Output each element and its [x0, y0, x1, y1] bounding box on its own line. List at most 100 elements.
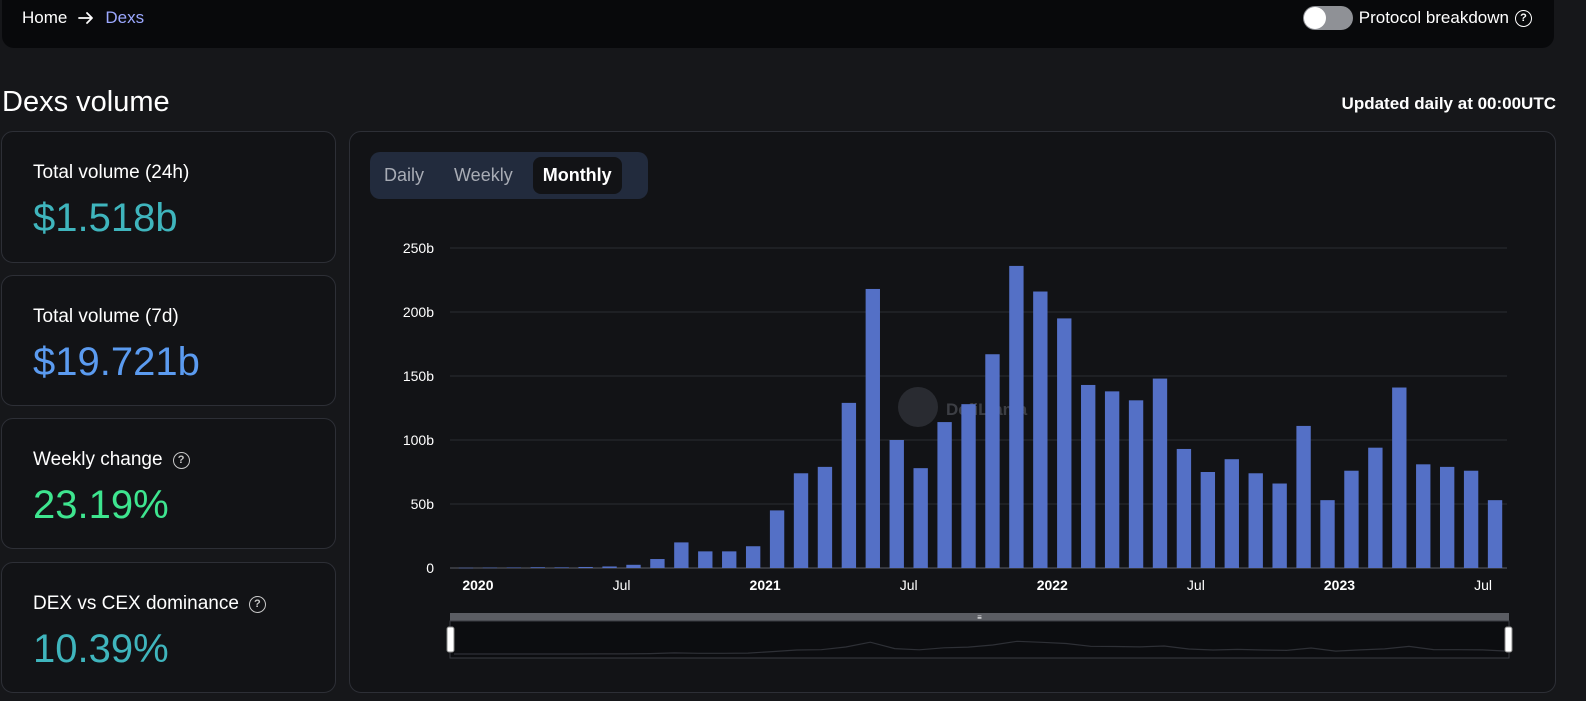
bar-2021-08[interactable] [937, 422, 952, 568]
bar-2019-12[interactable] [458, 567, 474, 569]
tab-daily[interactable]: Daily [384, 165, 425, 185]
bar-2021-05[interactable] [865, 288, 880, 568]
bar-2020-12[interactable] [745, 546, 761, 568]
y-tick-label: 250b [403, 240, 434, 256]
x-tick-label: Jul [1474, 577, 1492, 593]
bar-2023-05[interactable] [1439, 466, 1455, 568]
bar-2022-02[interactable] [1081, 384, 1096, 568]
bar-2023-03[interactable] [1392, 387, 1407, 568]
top-bar: Home Dexs Protocol breakdown ? [2, 0, 1554, 48]
bar-2021-07[interactable] [913, 468, 928, 568]
bar-2022-08[interactable] [1224, 459, 1239, 568]
interval-tabs: Daily Weekly Monthly [370, 152, 648, 199]
zoom-grip-icon[interactable]: ≡ [977, 613, 982, 622]
stat-card-volume-7d: Total volume (7d) $19.721b [1, 275, 336, 406]
chart-bars [458, 265, 1503, 569]
bar-2022-01[interactable] [1057, 318, 1072, 568]
stat-value: $19.721b [33, 340, 200, 384]
stat-card-dex-cex-dominance: DEX vs CEX dominance ? 10.39% [1, 562, 336, 693]
arrow-right-icon [78, 11, 94, 25]
bar-2023-02[interactable] [1368, 447, 1383, 568]
bar-2022-10[interactable] [1272, 483, 1287, 568]
stat-label-row: Weekly change ? [33, 449, 190, 471]
bar-2020-09[interactable] [674, 542, 689, 568]
bar-2022-05[interactable] [1152, 378, 1168, 568]
stat-label: DEX vs CEX dominance [33, 593, 239, 614]
protocol-breakdown-toggle[interactable] [1302, 6, 1353, 30]
zoom-preview-area[interactable] [449, 620, 1510, 659]
x-axis: 2020 Jul 2021 Jul 2022 Jul 2023 Jul [462, 577, 1492, 593]
zoom-slider-track[interactable] [450, 613, 1509, 621]
bar-2022-09[interactable] [1248, 473, 1263, 568]
bar-2021-10[interactable] [985, 354, 1000, 568]
y-tick-label: 0 [426, 560, 434, 576]
bar-2020-11[interactable] [722, 551, 737, 568]
breadcrumb-current[interactable]: Dexs [105, 8, 145, 27]
bar-2020-03[interactable] [530, 567, 545, 568]
bar-2020-08[interactable] [650, 559, 665, 568]
protocol-breakdown-control: Protocol breakdown ? [1302, 6, 1532, 30]
bar-2023-07[interactable] [1487, 500, 1503, 568]
x-tick-label: 2021 [750, 577, 781, 593]
bar-2022-12[interactable] [1320, 500, 1335, 568]
bar-2021-01[interactable] [769, 510, 785, 568]
zoom-handle-left[interactable] [446, 626, 455, 653]
help-icon[interactable]: ? [1515, 9, 1532, 27]
bar-2021-09[interactable] [961, 404, 976, 568]
stat-value: 10.39% [33, 627, 169, 671]
bar-2020-04[interactable] [554, 567, 569, 568]
tab-monthly[interactable]: Monthly [532, 157, 622, 194]
x-tick-label: 2023 [1324, 577, 1355, 593]
zoom-handle-right[interactable] [1504, 626, 1513, 653]
y-tick-label: 50b [411, 496, 435, 512]
x-tick-label: 2022 [1037, 577, 1068, 593]
tab-weekly[interactable]: Weekly [454, 165, 513, 185]
y-tick-label: 150b [403, 368, 434, 384]
toggle-knob [1303, 7, 1326, 29]
help-icon[interactable]: ? [172, 451, 190, 469]
stat-card-weekly-change: Weekly change ? 23.19% [1, 418, 336, 549]
breadcrumb-home-link[interactable]: Home [22, 8, 68, 27]
stat-label: Weekly change [33, 449, 163, 470]
bar-2021-04[interactable] [841, 402, 857, 568]
zoom-slider[interactable]: ≡ [446, 613, 1513, 659]
y-tick-label: 200b [403, 304, 434, 320]
x-tick-label: 2020 [462, 577, 493, 593]
bar-2023-04[interactable] [1416, 464, 1431, 568]
bar-2020-01[interactable] [482, 567, 498, 569]
y-tick-label: 100b [403, 432, 434, 448]
stat-label-row: DEX vs CEX dominance ? [33, 593, 266, 615]
bar-2020-06[interactable] [602, 566, 617, 568]
bar-2022-04[interactable] [1128, 400, 1144, 568]
bar-2021-02[interactable] [793, 473, 809, 568]
bar-2021-11[interactable] [1009, 265, 1024, 568]
bar-2022-06[interactable] [1176, 448, 1192, 568]
y-axis: 0 50b 100b 150b 200b 250b [403, 240, 434, 576]
bar-2022-03[interactable] [1104, 391, 1120, 568]
zoom-preview-line [454, 640, 1508, 655]
protocol-breakdown-label[interactable]: Protocol breakdown [1358, 8, 1509, 27]
bar-2022-11[interactable] [1296, 425, 1311, 568]
x-tick-label: Jul [613, 577, 631, 593]
bar-2023-06[interactable] [1463, 470, 1479, 568]
stat-value: 23.19% [33, 483, 169, 527]
bar-2020-07[interactable] [626, 564, 641, 568]
bar-2020-02[interactable] [506, 567, 522, 568]
bar-2023-01[interactable] [1344, 470, 1359, 568]
bar-2020-10[interactable] [698, 551, 713, 568]
bar-2022-07[interactable] [1200, 472, 1216, 568]
stat-label: Total volume (24h) [33, 162, 190, 183]
breadcrumb: Home Dexs [22, 8, 144, 28]
bar-2021-03[interactable] [817, 466, 833, 568]
bar-2021-06[interactable] [889, 440, 904, 568]
bar-2020-05[interactable] [578, 566, 593, 568]
stat-card-volume-24h: Total volume (24h) $1.518b [1, 131, 336, 263]
stat-label: Total volume (7d) [33, 306, 179, 327]
bar-2021-12[interactable] [1033, 291, 1048, 568]
page-title: Dexs volume [2, 86, 170, 118]
llama-logo-icon [898, 387, 938, 427]
update-schedule-text: Updated daily at 00:00UTC [1341, 94, 1556, 113]
help-icon[interactable]: ? [248, 595, 266, 613]
chart-panel: Daily Weekly Monthly DefiLlama 050b100b1… [349, 131, 1556, 693]
x-tick-label: Jul [1187, 577, 1205, 593]
